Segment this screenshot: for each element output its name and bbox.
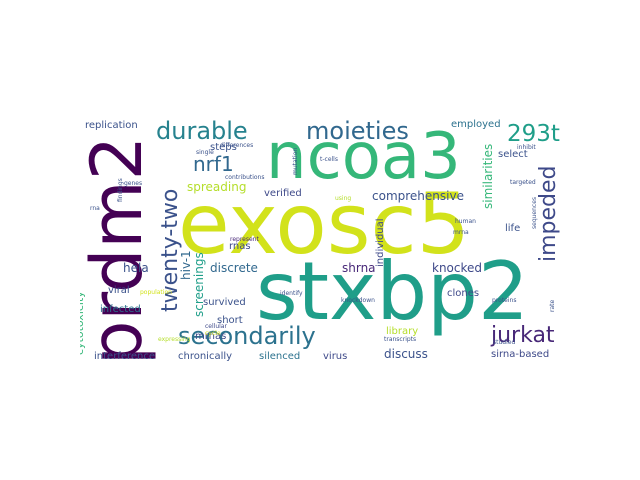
cloud-word: virus: [323, 351, 348, 362]
cloud-word: impeded: [536, 165, 560, 262]
cloud-word: rnas: [229, 241, 251, 252]
cloud-word: chronically: [178, 351, 233, 362]
cloud-word: mrnas: [195, 331, 227, 342]
cloud-word: findings: [117, 178, 124, 202]
cloud-word: differences: [220, 142, 254, 149]
cloud-word: using: [335, 195, 352, 202]
cloud-word: infected: [100, 304, 141, 315]
cloud-word: sequences: [531, 196, 538, 229]
cloud-word: short: [217, 315, 243, 326]
cloud-word: viral: [108, 285, 130, 296]
cloud-word: shrna: [342, 261, 376, 275]
cloud-word: silenced: [259, 351, 301, 362]
cloud-word: cycle: [205, 330, 221, 337]
cloud-word: similarities: [481, 143, 495, 209]
cloud-word: steps: [210, 142, 237, 153]
cloud-word: population: [140, 289, 172, 296]
cloud-word: replication: [85, 120, 138, 131]
cloud-word: mutation: [292, 147, 299, 175]
cloud-word: interference: [94, 351, 156, 362]
cloud-word: jurkat: [491, 323, 555, 348]
cloud-word: discrete: [210, 261, 258, 275]
cloud-word: human: [455, 218, 476, 225]
cloud-word: individual: [375, 218, 386, 267]
cloud-word: hiv-1: [179, 250, 193, 280]
cloud-word: hela: [123, 261, 149, 275]
cloud-word: stxbp2: [256, 245, 529, 338]
cloud-word: survived: [203, 297, 246, 308]
cloud-word: inhibit: [517, 144, 536, 151]
cloud-word: knocked: [432, 261, 483, 275]
cloud-word: prdm2: [80, 135, 158, 361]
cloud-word: 293t: [507, 121, 560, 147]
cloud-word: clones: [447, 288, 480, 299]
cloud-word: moieties: [306, 117, 409, 145]
cloud-word: studied: [493, 339, 516, 346]
cloud-word: comprehensive: [372, 189, 464, 203]
cloud-word: cellular: [205, 323, 227, 330]
cloud-word: verified: [264, 188, 302, 199]
cloud-word: exosc5: [178, 175, 471, 273]
cloud-word: durable: [156, 117, 248, 145]
cloud-word: knockdown: [341, 297, 375, 304]
cloud-word: employed: [451, 119, 501, 130]
cloud-word: targeted: [510, 179, 536, 186]
cloud-word: transcripts: [384, 336, 417, 343]
cloud-word: cytotoxicity: [80, 291, 86, 355]
cloud-word: select: [498, 149, 528, 160]
word-cloud: exosc5 stxbp2 prdm2 ncoa3 moieties durab…: [80, 117, 560, 361]
cloud-word: sirna-based: [491, 349, 550, 360]
cloud-word: t-cells: [320, 156, 338, 163]
cloud-word: rna: [90, 205, 100, 212]
cloud-word: represent: [230, 236, 259, 243]
cloud-word: discuss: [384, 347, 428, 361]
cloud-word: proteins: [492, 297, 517, 304]
cloud-word: rate: [549, 299, 556, 312]
cloud-word: nrf1: [193, 152, 234, 176]
cloud-word: spreading: [187, 180, 247, 194]
cloud-word: identify: [280, 290, 303, 297]
cloud-word: secondarily: [178, 322, 316, 350]
cloud-word: mrna: [453, 229, 469, 236]
cloud-word: expressing: [158, 336, 191, 343]
cloud-word: contributions: [225, 174, 265, 181]
cloud-word: ncoa3: [266, 120, 461, 194]
cloud-word: genes: [124, 180, 143, 187]
cloud-word: single: [196, 149, 214, 156]
cloud-word: library: [386, 326, 419, 337]
cloud-word: life: [505, 223, 521, 234]
